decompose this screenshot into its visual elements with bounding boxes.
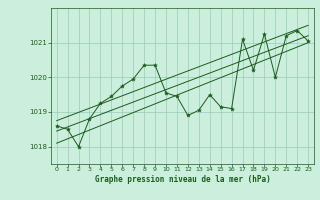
X-axis label: Graphe pression niveau de la mer (hPa): Graphe pression niveau de la mer (hPa) — [94, 175, 270, 184]
